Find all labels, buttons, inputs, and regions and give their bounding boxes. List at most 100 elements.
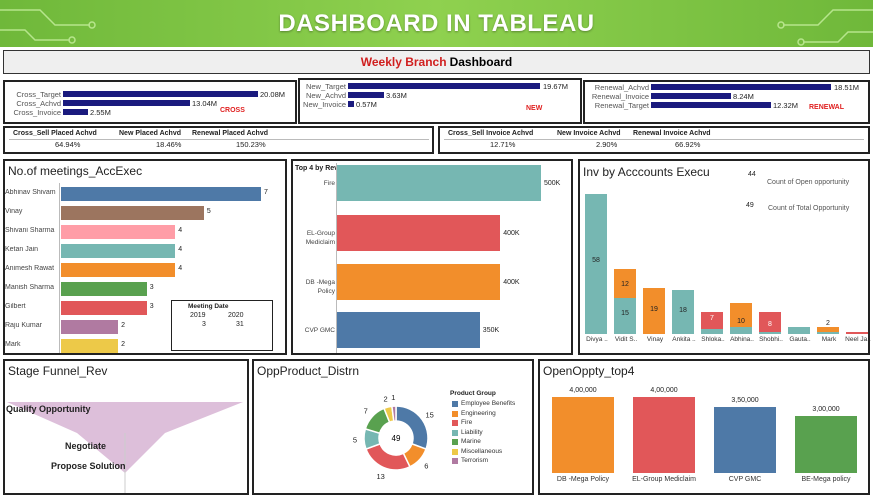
meeting-date-table: Meeting Date 2019 2020 3 31 bbox=[171, 300, 273, 351]
top4-bar[interactable] bbox=[337, 312, 480, 348]
kpi-label: Cross_Invoice bbox=[13, 108, 61, 117]
kpi-label: New_Invoice bbox=[303, 100, 346, 109]
table-header: Cross_Sell Invoice Achvd bbox=[448, 130, 534, 137]
kpi-panel-cross[interactable]: Cross_Target Cross_Achvd Cross_Invoice 2… bbox=[3, 80, 297, 124]
kpi-bar[interactable] bbox=[63, 109, 88, 115]
axis-line bbox=[59, 183, 60, 353]
kpi-value: 19.67M bbox=[543, 82, 569, 91]
kpi-bar[interactable] bbox=[348, 83, 540, 89]
oppty-bar[interactable] bbox=[633, 397, 695, 473]
kpi-bar[interactable] bbox=[651, 93, 731, 99]
meetings-bar-value: 2 bbox=[121, 341, 126, 348]
funnel-chart[interactable] bbox=[5, 361, 247, 493]
oppty-bar[interactable] bbox=[714, 406, 776, 473]
meetings-category-label: Mark bbox=[5, 341, 21, 348]
meetings-bar[interactable] bbox=[61, 339, 119, 353]
kpi-label: Cross_Target bbox=[16, 90, 61, 99]
inv-bar-segment[interactable] bbox=[585, 193, 607, 334]
inv-bar-segment[interactable] bbox=[614, 268, 636, 298]
inv-bar-segment[interactable] bbox=[672, 290, 694, 334]
kpi-label: Renewal_Invoice bbox=[591, 92, 649, 101]
meetings-category-label: Shivani Sharma bbox=[5, 227, 55, 234]
table-divider bbox=[444, 139, 864, 140]
oppty-bar-value: 3,00,000 bbox=[812, 406, 840, 413]
meetings-bar-value: 4 bbox=[178, 246, 183, 253]
year-label: 2020 bbox=[228, 312, 244, 319]
total-count-value: 49 bbox=[746, 202, 754, 209]
meetings-bar[interactable] bbox=[61, 282, 147, 296]
stage-funnel-panel[interactable]: Stage Funnel_Rev Qualify Opportunity Neg… bbox=[3, 359, 249, 495]
top4-bar[interactable] bbox=[337, 215, 501, 251]
top4-bar[interactable] bbox=[337, 165, 541, 201]
inv-bar-value: 18 bbox=[679, 307, 687, 314]
inv-bar-value: 1 bbox=[855, 323, 859, 330]
open-oppty-panel[interactable]: OpenOppty_top4 4,00,000 DB -Mega Policy 4,… bbox=[538, 359, 870, 495]
opp-product-panel[interactable]: OppProduct_Distrn 15 6 13 5 7 2 1 49 Product Gr… bbox=[252, 359, 534, 495]
donut-chart[interactable]: 15 6 13 5 7 2 1 49 bbox=[344, 386, 454, 494]
top4-bar[interactable] bbox=[337, 264, 501, 300]
subtitle-highlight: Weekly Branch bbox=[360, 55, 447, 69]
meetings-bar[interactable] bbox=[61, 301, 147, 315]
kpi-panel-new[interactable]: New_Target New_Achvd New_Invoice 19.67M … bbox=[298, 78, 582, 124]
inv-bar-value: 2 bbox=[826, 320, 830, 327]
inv-bar-segment[interactable] bbox=[817, 326, 839, 332]
legend-swatch bbox=[452, 448, 458, 455]
inv-bar-segment[interactable] bbox=[846, 331, 868, 334]
meetings-panel[interactable]: No.of meetings_AccExec Abhinav Shivam 7 Vi… bbox=[3, 159, 287, 355]
inv-bar-segment[interactable] bbox=[759, 312, 781, 332]
inv-bar-segment[interactable] bbox=[701, 312, 723, 330]
meetings-bar-value: 2 bbox=[121, 322, 126, 329]
inv-bar-segment[interactable] bbox=[614, 297, 636, 334]
inv-category-label: Ankita .. bbox=[672, 336, 696, 343]
meetings-bar[interactable] bbox=[61, 206, 204, 220]
kpi-label: New_Achvd bbox=[305, 91, 346, 100]
donut-slice[interactable] bbox=[365, 442, 411, 471]
kpi-bar[interactable] bbox=[348, 92, 384, 98]
inv-bar-segment[interactable] bbox=[817, 331, 839, 334]
legend-item: Terrorism bbox=[461, 457, 489, 464]
circuit-decoration-icon bbox=[0, 9, 96, 44]
kpi-panel-renewal[interactable]: Renewal_Achvd Renewal_Invoice Renewal_Ta… bbox=[583, 80, 870, 124]
weekly-branch-subtitle: Weekly Branch Dashboard bbox=[3, 50, 870, 74]
donut-slice[interactable] bbox=[391, 405, 397, 422]
inv-accounts-panel[interactable]: Inv by Acccounts Execu 44 Count of Open … bbox=[578, 159, 871, 355]
inv-bar-segment[interactable] bbox=[730, 326, 752, 334]
inv-bar-segment[interactable] bbox=[701, 329, 723, 334]
meetings-bar[interactable] bbox=[61, 320, 119, 334]
inv-bar-segment[interactable] bbox=[643, 288, 665, 334]
panel-title: No.of meetings_AccExec bbox=[8, 164, 143, 178]
meetings-bar-value: 5 bbox=[206, 208, 211, 215]
funnel-stage-label: Propose Solution bbox=[51, 461, 126, 471]
meetings-bar[interactable] bbox=[61, 263, 176, 277]
top4-category-label: EL-Group Mediclaim bbox=[305, 230, 335, 246]
kpi-bar[interactable] bbox=[651, 102, 771, 108]
meetings-bar[interactable] bbox=[61, 225, 176, 239]
kpi-bar[interactable] bbox=[63, 91, 258, 97]
oppty-bar[interactable] bbox=[795, 416, 857, 473]
funnel-stage-label: Negotiate bbox=[65, 441, 107, 451]
oppty-bar-value: 3,50,000 bbox=[731, 396, 759, 404]
inv-bar-segment[interactable] bbox=[759, 331, 781, 334]
meetings-bar-value: 3 bbox=[149, 303, 154, 310]
kpi-bar[interactable] bbox=[651, 84, 831, 90]
meetings-category-label: Raju Kumar bbox=[5, 322, 42, 329]
donut-slice[interactable] bbox=[395, 405, 429, 451]
oppty-bar[interactable] bbox=[552, 397, 614, 473]
kpi-bar[interactable] bbox=[63, 100, 190, 106]
kpi-tag: CROSS bbox=[220, 107, 245, 114]
table-value: 150.23% bbox=[236, 140, 266, 149]
meetings-bar[interactable] bbox=[61, 244, 176, 258]
inv-bar-value: 8 bbox=[768, 321, 772, 328]
inv-bar-segment[interactable] bbox=[788, 326, 810, 334]
donut-slice-label: 5 bbox=[353, 435, 357, 444]
open-count-value: 44 bbox=[748, 171, 756, 178]
table-header: Renewal Invoice Achvd bbox=[633, 130, 711, 137]
top4-bar-value: 400K bbox=[503, 230, 520, 237]
kpi-value: 20.08M bbox=[260, 90, 286, 99]
top4-rev-panel[interactable]: Top 4 by Rev Fire 500K EL-Group Mediclaim 4… bbox=[291, 159, 573, 355]
legend-item: Engineering bbox=[461, 409, 496, 417]
inv-bar-segment[interactable] bbox=[730, 302, 752, 327]
meetings-bar[interactable] bbox=[61, 187, 261, 201]
kpi-bar[interactable] bbox=[348, 101, 354, 107]
meetings-category-label: Abhinav Shivam bbox=[5, 189, 56, 196]
